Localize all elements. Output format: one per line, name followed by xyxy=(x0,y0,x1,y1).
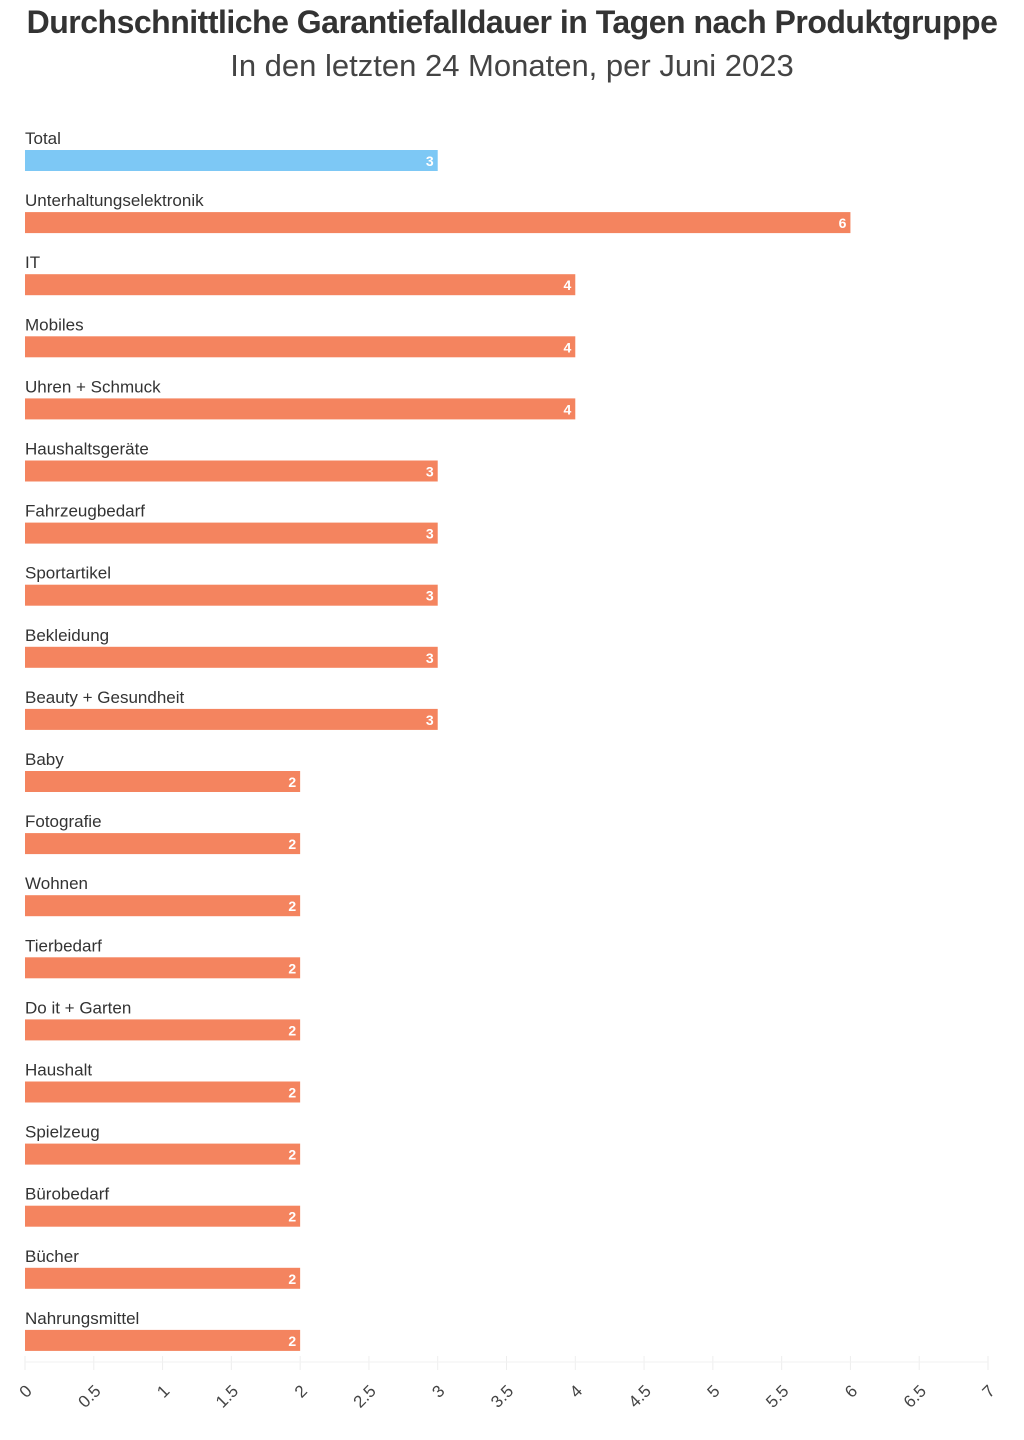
data-label: 2 xyxy=(288,774,296,790)
bar xyxy=(25,957,301,979)
category-label: Fotografie xyxy=(25,812,102,831)
data-label: 2 xyxy=(288,836,296,852)
bar xyxy=(25,708,438,730)
category-label: Haushalt xyxy=(25,1061,92,1080)
data-label: 2 xyxy=(288,960,296,976)
category-label: Bekleidung xyxy=(25,626,109,645)
category-label: Fahrzeugbedarf xyxy=(25,502,145,521)
data-label: 3 xyxy=(426,650,434,666)
x-tick-label: 1.5 xyxy=(212,1381,242,1411)
category-label: Total xyxy=(25,129,61,148)
bar xyxy=(25,150,438,171)
bar xyxy=(25,1205,301,1227)
data-label: 2 xyxy=(288,1271,296,1287)
x-tick-label: 2.5 xyxy=(350,1381,380,1411)
x-tick-label: 6 xyxy=(841,1381,861,1401)
category-label: Bürobedarf xyxy=(25,1185,109,1204)
bar xyxy=(25,646,438,668)
data-label: 2 xyxy=(288,1333,296,1349)
data-label: 3 xyxy=(426,588,434,604)
category-label: Baby xyxy=(25,750,64,769)
category-label: Sportartikel xyxy=(25,564,111,583)
data-label: 4 xyxy=(563,277,571,293)
x-tick-label: 5 xyxy=(704,1381,724,1401)
bar xyxy=(25,274,576,296)
chart-subtitle: In den letzten 24 Monaten, per Juni 2023 xyxy=(230,48,794,83)
x-tick-label: 0.5 xyxy=(74,1381,104,1411)
x-tick-label: 0 xyxy=(16,1381,36,1401)
data-label: 3 xyxy=(426,526,434,542)
x-tick-label: 2 xyxy=(291,1381,311,1401)
x-tick-label: 6.5 xyxy=(900,1381,930,1411)
bar xyxy=(25,1267,301,1289)
category-label: Beauty + Gesundheit xyxy=(25,688,185,707)
bar xyxy=(25,522,438,544)
data-label: 2 xyxy=(288,1147,296,1163)
data-label: 6 xyxy=(839,215,847,231)
category-label: Uhren + Schmuck xyxy=(25,377,161,396)
bar xyxy=(25,1143,301,1165)
data-label: 3 xyxy=(426,153,434,169)
category-label: IT xyxy=(25,253,40,272)
bar xyxy=(25,833,301,855)
category-label: Nahrungsmittel xyxy=(25,1309,139,1328)
data-label: 2 xyxy=(288,1022,296,1038)
data-label: 2 xyxy=(288,1209,296,1225)
x-tick-label: 3 xyxy=(428,1381,448,1401)
category-label: Mobiles xyxy=(25,315,84,334)
bar xyxy=(25,1329,301,1351)
category-label: Bücher xyxy=(25,1247,79,1266)
category-label: Wohnen xyxy=(25,874,88,893)
x-tick-label: 1 xyxy=(153,1381,173,1401)
data-label: 3 xyxy=(426,464,434,480)
bar xyxy=(25,212,851,234)
bar xyxy=(25,1081,301,1103)
chart-title: Durchschnittliche Garantiefalldauer in T… xyxy=(26,4,998,40)
data-label: 3 xyxy=(426,712,434,728)
bar xyxy=(25,771,301,792)
category-label: Haushaltsgeräte xyxy=(25,440,149,459)
x-tick-label: 4.5 xyxy=(625,1381,655,1411)
category-label: Spielzeug xyxy=(25,1123,100,1142)
x-tick-label: 7 xyxy=(979,1381,999,1401)
bar xyxy=(25,584,438,606)
bar xyxy=(25,336,576,358)
data-label: 4 xyxy=(563,339,571,355)
category-label: Unterhaltungselektronik xyxy=(25,191,204,210)
bar xyxy=(25,460,438,482)
data-label: 2 xyxy=(288,898,296,914)
bar xyxy=(25,895,301,917)
bar xyxy=(25,1019,301,1041)
category-label: Do it + Garten xyxy=(25,998,131,1017)
category-label: Tierbedarf xyxy=(25,936,102,955)
x-tick-label: 5.5 xyxy=(762,1381,792,1411)
data-label: 4 xyxy=(563,401,571,417)
data-label: 2 xyxy=(288,1085,296,1101)
x-tick-label: 3.5 xyxy=(487,1381,517,1411)
x-tick-label: 4 xyxy=(566,1381,586,1401)
bar xyxy=(25,398,576,420)
